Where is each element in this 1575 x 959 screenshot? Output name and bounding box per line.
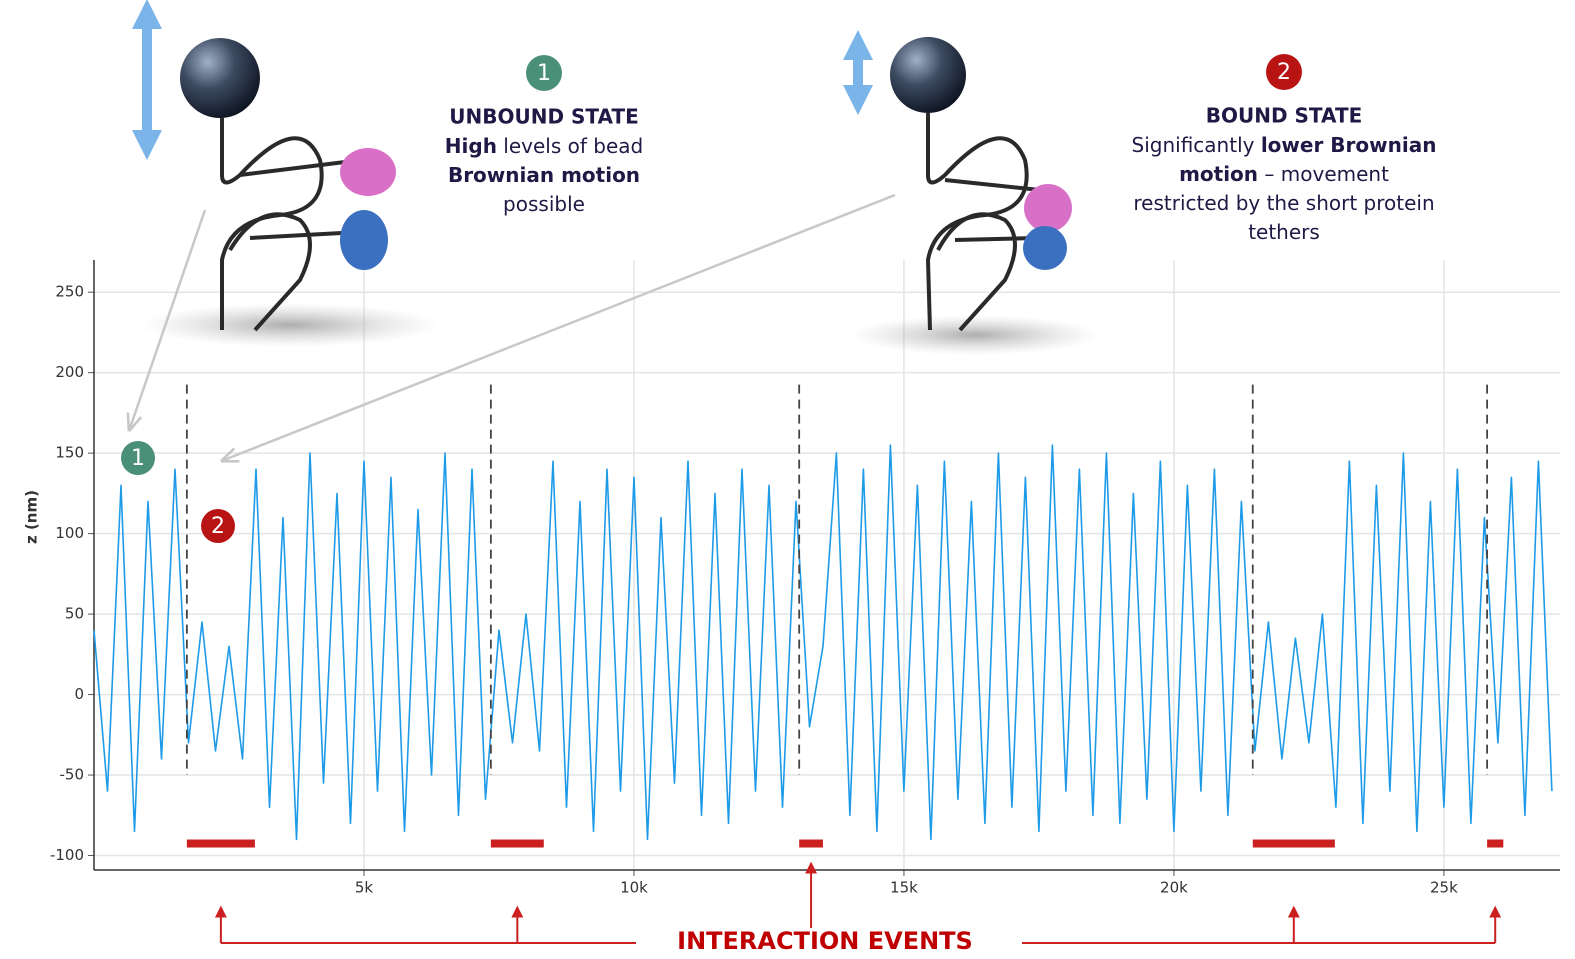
annotation-line: Significantly lower Brownian (1132, 133, 1437, 157)
annotation-line: possible (503, 192, 585, 216)
marker-label: 2 (211, 514, 225, 539)
state-title: BOUND STATE (1206, 104, 1363, 128)
event-bar (1253, 840, 1335, 848)
annotation-line: Brownian motion (448, 163, 640, 187)
annotation-text: Brownian motion (448, 163, 640, 187)
protein (340, 210, 388, 270)
annotation-text: tethers (1248, 220, 1320, 244)
x-tick-label: 15k (890, 879, 918, 897)
events-label: INTERACTION EVENTS (677, 927, 973, 955)
event-bar (187, 840, 255, 848)
annotation-text: lower Brownian (1261, 133, 1437, 157)
badge-label: 2 (1277, 60, 1291, 85)
y-tick-label: -50 (60, 766, 85, 784)
y-tick-label: -100 (50, 846, 84, 864)
marker-label: 1 (131, 446, 145, 471)
annotation-text: – movement (1258, 162, 1389, 186)
dna (928, 113, 1040, 330)
bead (890, 37, 966, 113)
protein (340, 148, 396, 196)
y-tick-label: 150 (55, 444, 84, 462)
protein (1023, 226, 1067, 270)
annotation-text: levels of bead (497, 134, 643, 158)
annotation-text: motion (1179, 162, 1258, 186)
dna (222, 118, 360, 330)
annotation-line: tethers (1248, 220, 1320, 244)
shadow (140, 303, 440, 347)
x-tick-label: 5k (355, 879, 374, 897)
x-tick-label: 25k (1430, 879, 1458, 897)
plot-area: -100 -50 0 50 100 150 200 250 5k 10k 15k 20k 25k (50, 260, 1560, 943)
shadow (850, 315, 1100, 355)
event-bar (799, 840, 823, 848)
annotation-text: Significantly (1132, 133, 1261, 157)
trace (94, 445, 1552, 839)
y-tick-label: 250 (55, 283, 84, 301)
x-tick-label: 20k (1160, 879, 1188, 897)
annotation-line: motion – movement (1179, 162, 1389, 186)
state-title: UNBOUND STATE (449, 105, 639, 129)
y-tick-label: 100 (55, 524, 84, 542)
chart: -100 -50 0 50 100 150 200 250 5k 10k 15k 20k 25k 1 U… (0, 0, 1575, 959)
annotation-line: restricted by the short protein (1133, 191, 1434, 215)
annotation-text: possible (503, 192, 585, 216)
event-bar (1487, 840, 1503, 848)
annotation-text: High (445, 134, 497, 158)
x-tick-label: 10k (620, 879, 648, 897)
bead (180, 38, 260, 118)
protein (1024, 184, 1072, 232)
badge-label: 1 (537, 61, 551, 86)
event-bar (491, 840, 544, 848)
y-tick-label: 0 (74, 685, 84, 703)
y-tick-label: 50 (65, 605, 84, 623)
annotation-text: restricted by the short protein (1133, 191, 1434, 215)
y-axis-label: z (nm) (23, 490, 41, 544)
annotation-line: High levels of bead (445, 134, 643, 158)
y-tick-label: 200 (55, 363, 84, 381)
